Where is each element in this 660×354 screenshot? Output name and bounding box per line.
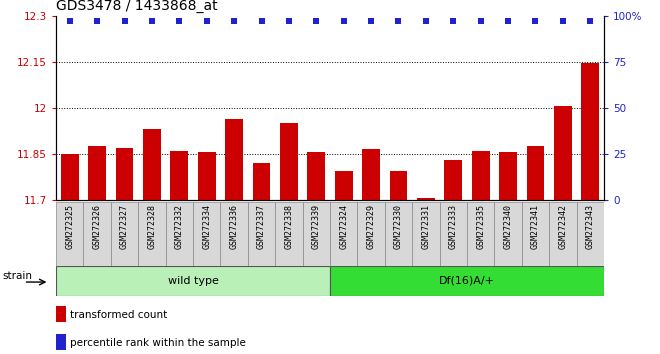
Bar xyxy=(248,202,275,266)
Bar xyxy=(389,171,407,200)
Point xyxy=(229,19,240,24)
Bar xyxy=(385,202,412,266)
Bar xyxy=(440,202,467,266)
Bar xyxy=(83,202,111,266)
Bar xyxy=(330,266,604,296)
Bar xyxy=(225,119,243,200)
Bar xyxy=(166,202,193,266)
Bar xyxy=(581,63,599,200)
Bar xyxy=(362,149,380,200)
Bar xyxy=(302,202,330,266)
Text: GSM272326: GSM272326 xyxy=(92,204,102,249)
Text: GSM272333: GSM272333 xyxy=(449,204,458,249)
Text: GSM272332: GSM272332 xyxy=(175,204,184,249)
Text: GSM272328: GSM272328 xyxy=(147,204,156,249)
Bar xyxy=(61,154,79,200)
Bar xyxy=(417,199,435,200)
Bar xyxy=(444,160,462,200)
Bar xyxy=(358,202,385,266)
Bar xyxy=(308,153,325,200)
Point xyxy=(475,19,486,24)
Bar xyxy=(111,202,138,266)
Text: GDS3478 / 1433868_at: GDS3478 / 1433868_at xyxy=(56,0,218,13)
Bar xyxy=(138,202,166,266)
Point xyxy=(284,19,294,24)
Text: GSM272337: GSM272337 xyxy=(257,204,266,249)
Bar xyxy=(494,202,521,266)
Bar xyxy=(577,202,604,266)
Text: Df(16)A/+: Df(16)A/+ xyxy=(439,275,495,286)
Point xyxy=(530,19,541,24)
Text: GSM272325: GSM272325 xyxy=(65,204,75,249)
Bar xyxy=(275,202,302,266)
Point xyxy=(448,19,459,24)
Bar xyxy=(198,153,216,200)
Text: GSM272341: GSM272341 xyxy=(531,204,540,249)
Text: GSM272329: GSM272329 xyxy=(366,204,376,249)
Point xyxy=(119,19,130,24)
Bar xyxy=(412,202,440,266)
Bar xyxy=(280,123,298,200)
Bar xyxy=(193,202,220,266)
Bar xyxy=(335,171,352,200)
Bar xyxy=(549,202,577,266)
Point xyxy=(339,19,349,24)
Bar xyxy=(527,146,544,200)
Text: GSM272327: GSM272327 xyxy=(120,204,129,249)
Point xyxy=(201,19,212,24)
Text: GSM272336: GSM272336 xyxy=(230,204,239,249)
Bar xyxy=(115,148,133,200)
Bar xyxy=(330,202,358,266)
Point xyxy=(558,19,568,24)
Point xyxy=(393,19,404,24)
Bar xyxy=(499,153,517,200)
Text: percentile rank within the sample: percentile rank within the sample xyxy=(70,338,246,348)
Point xyxy=(92,19,102,24)
Point xyxy=(420,19,431,24)
Text: GSM272334: GSM272334 xyxy=(202,204,211,249)
Bar xyxy=(472,151,490,200)
Bar xyxy=(56,266,330,296)
Text: transformed count: transformed count xyxy=(70,310,167,320)
Text: GSM272342: GSM272342 xyxy=(558,204,568,249)
Bar xyxy=(56,334,66,350)
Text: wild type: wild type xyxy=(168,275,218,286)
Bar xyxy=(521,202,549,266)
Bar xyxy=(253,163,271,200)
Text: GSM272338: GSM272338 xyxy=(284,204,294,249)
Text: strain: strain xyxy=(3,271,33,281)
Point xyxy=(147,19,157,24)
Text: GSM272339: GSM272339 xyxy=(312,204,321,249)
Text: GSM272343: GSM272343 xyxy=(585,204,595,249)
Text: GSM272324: GSM272324 xyxy=(339,204,348,249)
Bar xyxy=(554,107,572,200)
Text: GSM272335: GSM272335 xyxy=(476,204,485,249)
Bar xyxy=(143,130,161,200)
Bar xyxy=(467,202,494,266)
Point xyxy=(174,19,185,24)
Point xyxy=(503,19,513,24)
Text: GSM272340: GSM272340 xyxy=(504,204,513,249)
Point xyxy=(256,19,267,24)
Bar xyxy=(170,151,188,200)
Text: GSM272331: GSM272331 xyxy=(421,204,430,249)
Point xyxy=(65,19,75,24)
Bar xyxy=(56,202,83,266)
Bar xyxy=(88,146,106,200)
Point xyxy=(366,19,376,24)
Text: GSM272330: GSM272330 xyxy=(394,204,403,249)
Point xyxy=(311,19,321,24)
Point xyxy=(585,19,595,24)
Bar xyxy=(56,306,66,322)
Bar xyxy=(220,202,248,266)
